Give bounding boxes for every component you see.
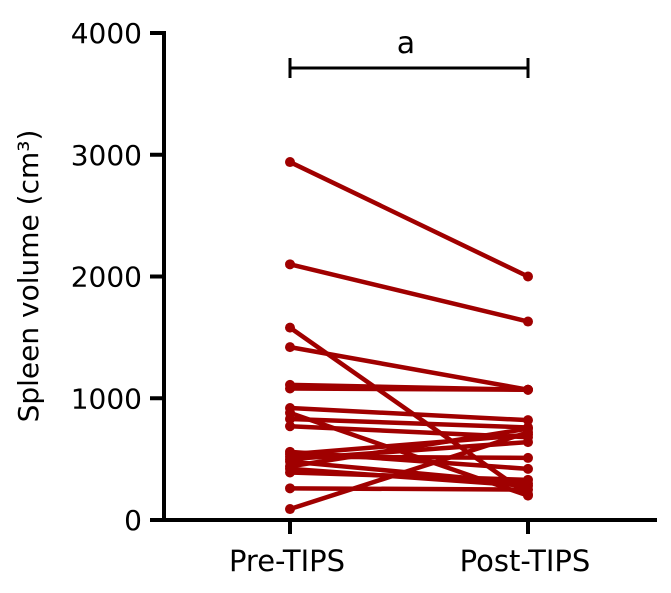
- paired-line: [287, 416, 531, 430]
- paired-line: [287, 344, 531, 392]
- paired-line: [287, 470, 531, 483]
- post-tips-point: [523, 384, 533, 395]
- y-tick-label: 0: [124, 504, 142, 537]
- pre-tips-point: [285, 383, 295, 394]
- post-tips-point: [523, 437, 533, 448]
- pre-tips-point: [285, 467, 295, 478]
- y-axis: 0 1000 2000 3000 4000: [71, 17, 166, 537]
- y-tick-label: 3000: [71, 139, 142, 172]
- x-category-label: Pre-TIPS: [229, 544, 345, 578]
- x-category-label: Post-TIPS: [460, 544, 591, 578]
- post-tips-point: [523, 484, 533, 495]
- pre-tips-point: [285, 157, 295, 168]
- paired-line: [287, 386, 531, 392]
- post-tips-point: [523, 415, 533, 426]
- y-axis-label: Spleen volume (cm³): [12, 130, 45, 423]
- pre-tips-point: [285, 259, 295, 270]
- post-tips-point: [523, 463, 533, 474]
- paired-line: [287, 405, 531, 423]
- post-tips-point: [523, 427, 533, 438]
- pre-tips-point: [285, 421, 295, 432]
- pre-tips-point: [285, 322, 295, 333]
- post-tips-point: [523, 271, 533, 282]
- paired-lines: [287, 159, 531, 512]
- y-tick-label: 2000: [71, 261, 142, 294]
- post-tips-point: [523, 474, 533, 485]
- paired-line: [287, 159, 531, 279]
- pre-tips-point: [285, 342, 295, 353]
- paired-line: [287, 430, 531, 512]
- paired-line: [287, 486, 531, 492]
- pre-tips-point: [285, 483, 295, 494]
- pre-tips-point: [285, 413, 295, 424]
- paired-line: [287, 262, 531, 324]
- paired-line: [287, 432, 531, 457]
- post-tips-point: [523, 452, 533, 463]
- significance-bracket: a: [288, 26, 530, 78]
- post-tips-point: [523, 316, 533, 327]
- significance-label: a: [397, 26, 415, 61]
- data-points: [285, 157, 533, 515]
- paired-line: [287, 426, 531, 469]
- pre-tips-point: [285, 504, 295, 515]
- x-axis: Pre-TIPS Post-TIPS: [162, 518, 657, 578]
- y-tick-label: 1000: [71, 382, 142, 415]
- y-tick-label: 4000: [71, 17, 142, 50]
